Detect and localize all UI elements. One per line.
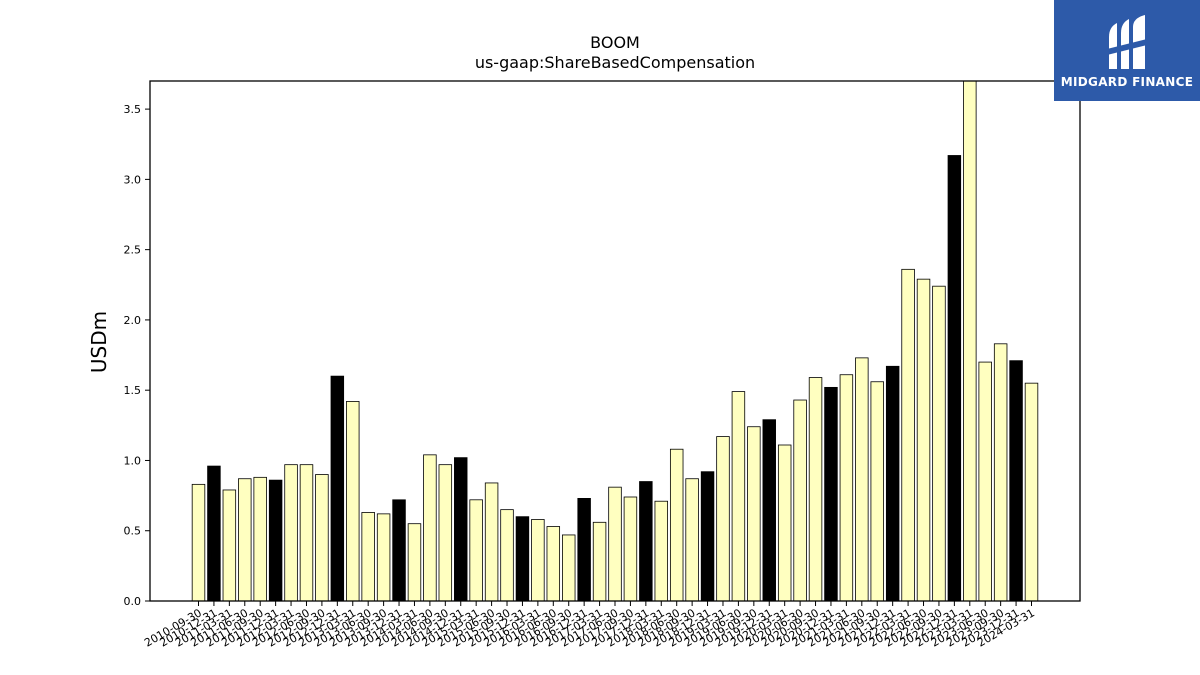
bar <box>839 374 854 602</box>
bar <box>993 343 1008 602</box>
y-tick-label: 0.0 <box>124 595 142 608</box>
bar <box>669 448 684 602</box>
y-tick-label: 1.5 <box>124 384 142 397</box>
bar <box>978 361 992 602</box>
logo-text: MIDGARD FINANCE <box>1060 74 1194 89</box>
bar <box>315 474 329 602</box>
bar <box>654 500 669 602</box>
bar <box>515 516 530 602</box>
y-tick-label: 0.5 <box>124 525 142 538</box>
bar <box>577 498 591 602</box>
bar <box>685 478 699 602</box>
y-axis-label: USDm <box>87 311 111 373</box>
y-tick-label: 1.0 <box>124 454 142 467</box>
y-tick-label: 3.5 <box>124 103 142 116</box>
bar <box>901 268 915 602</box>
bar <box>253 476 267 602</box>
bar <box>376 513 391 602</box>
bar <box>454 457 468 602</box>
brand-logo: MIDGARD FINANCE <box>1054 0 1200 101</box>
bar <box>299 464 314 602</box>
x-axis-ticks: 2010-09-302010-12-312011-03-312011-06-30… <box>142 601 1037 650</box>
bar <box>469 499 483 602</box>
bar <box>268 479 283 602</box>
bar <box>284 464 298 602</box>
bar <box>963 80 977 602</box>
bar <box>608 486 622 602</box>
logo-mark-icon <box>1107 14 1147 69</box>
bar <box>793 399 807 602</box>
bar <box>238 478 252 602</box>
bar <box>947 155 962 602</box>
chart-title: BOOM <box>590 33 640 52</box>
bar <box>207 465 221 602</box>
bar <box>561 534 576 602</box>
bar <box>916 278 931 602</box>
bar <box>700 471 715 602</box>
bar <box>423 454 437 602</box>
y-axis-ticks: 0.0 0.5 1.0 1.5 2.0 2.5 3.0 3.5 <box>124 103 150 608</box>
bar <box>346 401 360 602</box>
bar <box>407 523 422 602</box>
bar <box>855 357 869 602</box>
bar <box>330 375 345 602</box>
y-tick-label: 2.0 <box>124 314 142 327</box>
bar <box>747 426 761 602</box>
bar <box>808 377 823 602</box>
bar <box>361 512 375 602</box>
y-tick-label: 3.0 <box>124 173 142 186</box>
bar <box>1009 360 1023 602</box>
plot-frame <box>149 80 1081 602</box>
bar <box>623 496 638 602</box>
bar <box>824 386 838 602</box>
bar <box>592 521 607 602</box>
bar <box>762 419 776 602</box>
y-tick-label: 2.5 <box>124 244 142 257</box>
bar <box>777 444 792 602</box>
bar <box>546 526 561 602</box>
bar <box>639 481 653 602</box>
bar <box>222 489 237 602</box>
bar <box>731 391 746 602</box>
bar <box>438 464 453 602</box>
bar <box>500 509 514 602</box>
chart-subtitle: us-gaap:ShareBasedCompensation <box>475 53 755 72</box>
bar <box>885 365 900 602</box>
bar <box>932 285 946 602</box>
bar <box>716 436 730 602</box>
bars-group <box>191 80 1039 602</box>
bar <box>1024 382 1039 602</box>
bar <box>484 482 499 602</box>
bar <box>870 381 884 602</box>
bar <box>531 519 545 602</box>
bar <box>392 499 406 602</box>
bar <box>191 483 206 602</box>
